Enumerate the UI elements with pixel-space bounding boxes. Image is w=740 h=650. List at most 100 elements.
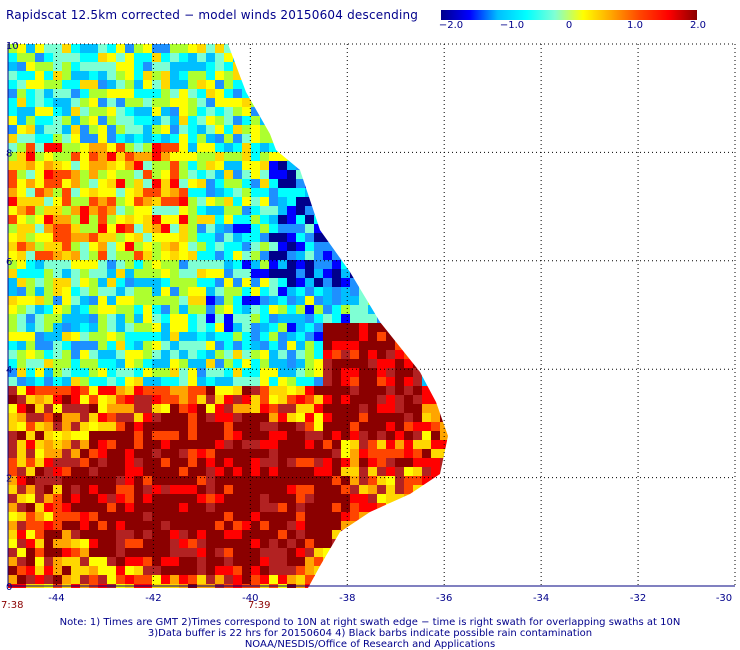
wind-cell xyxy=(143,368,152,377)
wind-cell xyxy=(107,368,116,377)
wind-cell xyxy=(71,287,80,296)
wind-cell xyxy=(215,530,224,539)
wind-cell xyxy=(152,323,161,332)
wind-cell xyxy=(80,332,89,341)
wind-cell xyxy=(152,503,161,512)
wind-cell xyxy=(404,224,413,233)
wind-cell xyxy=(332,44,341,53)
wind-cell xyxy=(251,386,260,395)
wind-cell xyxy=(53,503,62,512)
wind-cell xyxy=(269,584,278,588)
wind-cell xyxy=(260,458,269,467)
wind-cell xyxy=(332,53,341,62)
wind-cell xyxy=(179,530,188,539)
wind-cell xyxy=(179,512,188,521)
wind-cell xyxy=(134,467,143,476)
wind-cell xyxy=(35,116,44,125)
wind-cell xyxy=(152,260,161,269)
wind-cell xyxy=(35,296,44,305)
wind-cell xyxy=(296,305,305,314)
wind-cell xyxy=(233,566,242,575)
wind-cell xyxy=(440,584,448,588)
wind-cell xyxy=(17,467,26,476)
wind-cell xyxy=(386,440,395,449)
wind-cell xyxy=(341,305,350,314)
wind-cell xyxy=(215,197,224,206)
wind-cell xyxy=(368,539,377,548)
wind-cell xyxy=(350,575,359,584)
wind-cell xyxy=(224,359,233,368)
wind-cell xyxy=(287,44,296,53)
wind-cell xyxy=(404,296,413,305)
wind-cell xyxy=(305,431,314,440)
wind-cell xyxy=(116,395,125,404)
y-tick-label: 6 xyxy=(6,257,12,268)
wind-cell xyxy=(323,395,332,404)
wind-cell xyxy=(305,188,314,197)
wind-cell xyxy=(44,323,53,332)
wind-cell xyxy=(134,305,143,314)
wind-cell xyxy=(17,314,26,323)
wind-cell xyxy=(296,557,305,566)
wind-cell xyxy=(26,62,35,71)
wind-cell xyxy=(377,134,386,143)
wind-cell xyxy=(314,350,323,359)
wind-cell xyxy=(71,251,80,260)
wind-cell xyxy=(386,557,395,566)
wind-cell xyxy=(386,224,395,233)
wind-cell xyxy=(71,413,80,422)
wind-cell xyxy=(350,530,359,539)
wind-cell xyxy=(422,89,431,98)
wind-cell xyxy=(134,494,143,503)
wind-cell xyxy=(152,53,161,62)
wind-cell xyxy=(287,557,296,566)
wind-cell xyxy=(269,557,278,566)
wind-cell xyxy=(98,413,107,422)
wind-cell xyxy=(431,449,440,458)
wind-cell xyxy=(233,422,242,431)
wind-cell xyxy=(170,323,179,332)
wind-cell xyxy=(233,116,242,125)
wind-cell xyxy=(251,323,260,332)
wind-cell xyxy=(224,89,233,98)
wind-cell xyxy=(233,314,242,323)
wind-cell xyxy=(278,233,287,242)
wind-cell xyxy=(53,197,62,206)
wind-cell xyxy=(116,242,125,251)
wind-cell xyxy=(8,413,17,422)
wind-cell xyxy=(260,260,269,269)
wind-cell xyxy=(26,260,35,269)
wind-cell xyxy=(35,107,44,116)
wind-cell xyxy=(197,179,206,188)
wind-cell xyxy=(161,152,170,161)
wind-cell xyxy=(179,53,188,62)
wind-cell xyxy=(413,89,422,98)
wind-cell xyxy=(332,449,341,458)
wind-cell xyxy=(53,53,62,62)
wind-cell xyxy=(206,512,215,521)
wind-cell xyxy=(170,287,179,296)
wind-cell xyxy=(107,296,116,305)
wind-cell xyxy=(170,305,179,314)
time-label-1: 7:38 xyxy=(1,600,23,611)
wind-cell xyxy=(17,170,26,179)
wind-cell xyxy=(62,80,71,89)
wind-cell xyxy=(26,107,35,116)
wind-cell xyxy=(314,89,323,98)
wind-cell xyxy=(341,125,350,134)
wind-cell xyxy=(233,260,242,269)
wind-cell xyxy=(161,395,170,404)
wind-cell xyxy=(278,260,287,269)
wind-cell xyxy=(233,251,242,260)
wind-cell xyxy=(341,467,350,476)
y-tick-label: 10 xyxy=(6,41,19,52)
wind-cell xyxy=(98,242,107,251)
wind-cell xyxy=(449,359,458,368)
wind-cell xyxy=(413,440,422,449)
wind-cell xyxy=(395,179,404,188)
wind-cell xyxy=(296,539,305,548)
wind-cell xyxy=(278,431,287,440)
wind-cell xyxy=(224,107,233,116)
wind-cell xyxy=(8,242,17,251)
wind-cell xyxy=(17,215,26,224)
